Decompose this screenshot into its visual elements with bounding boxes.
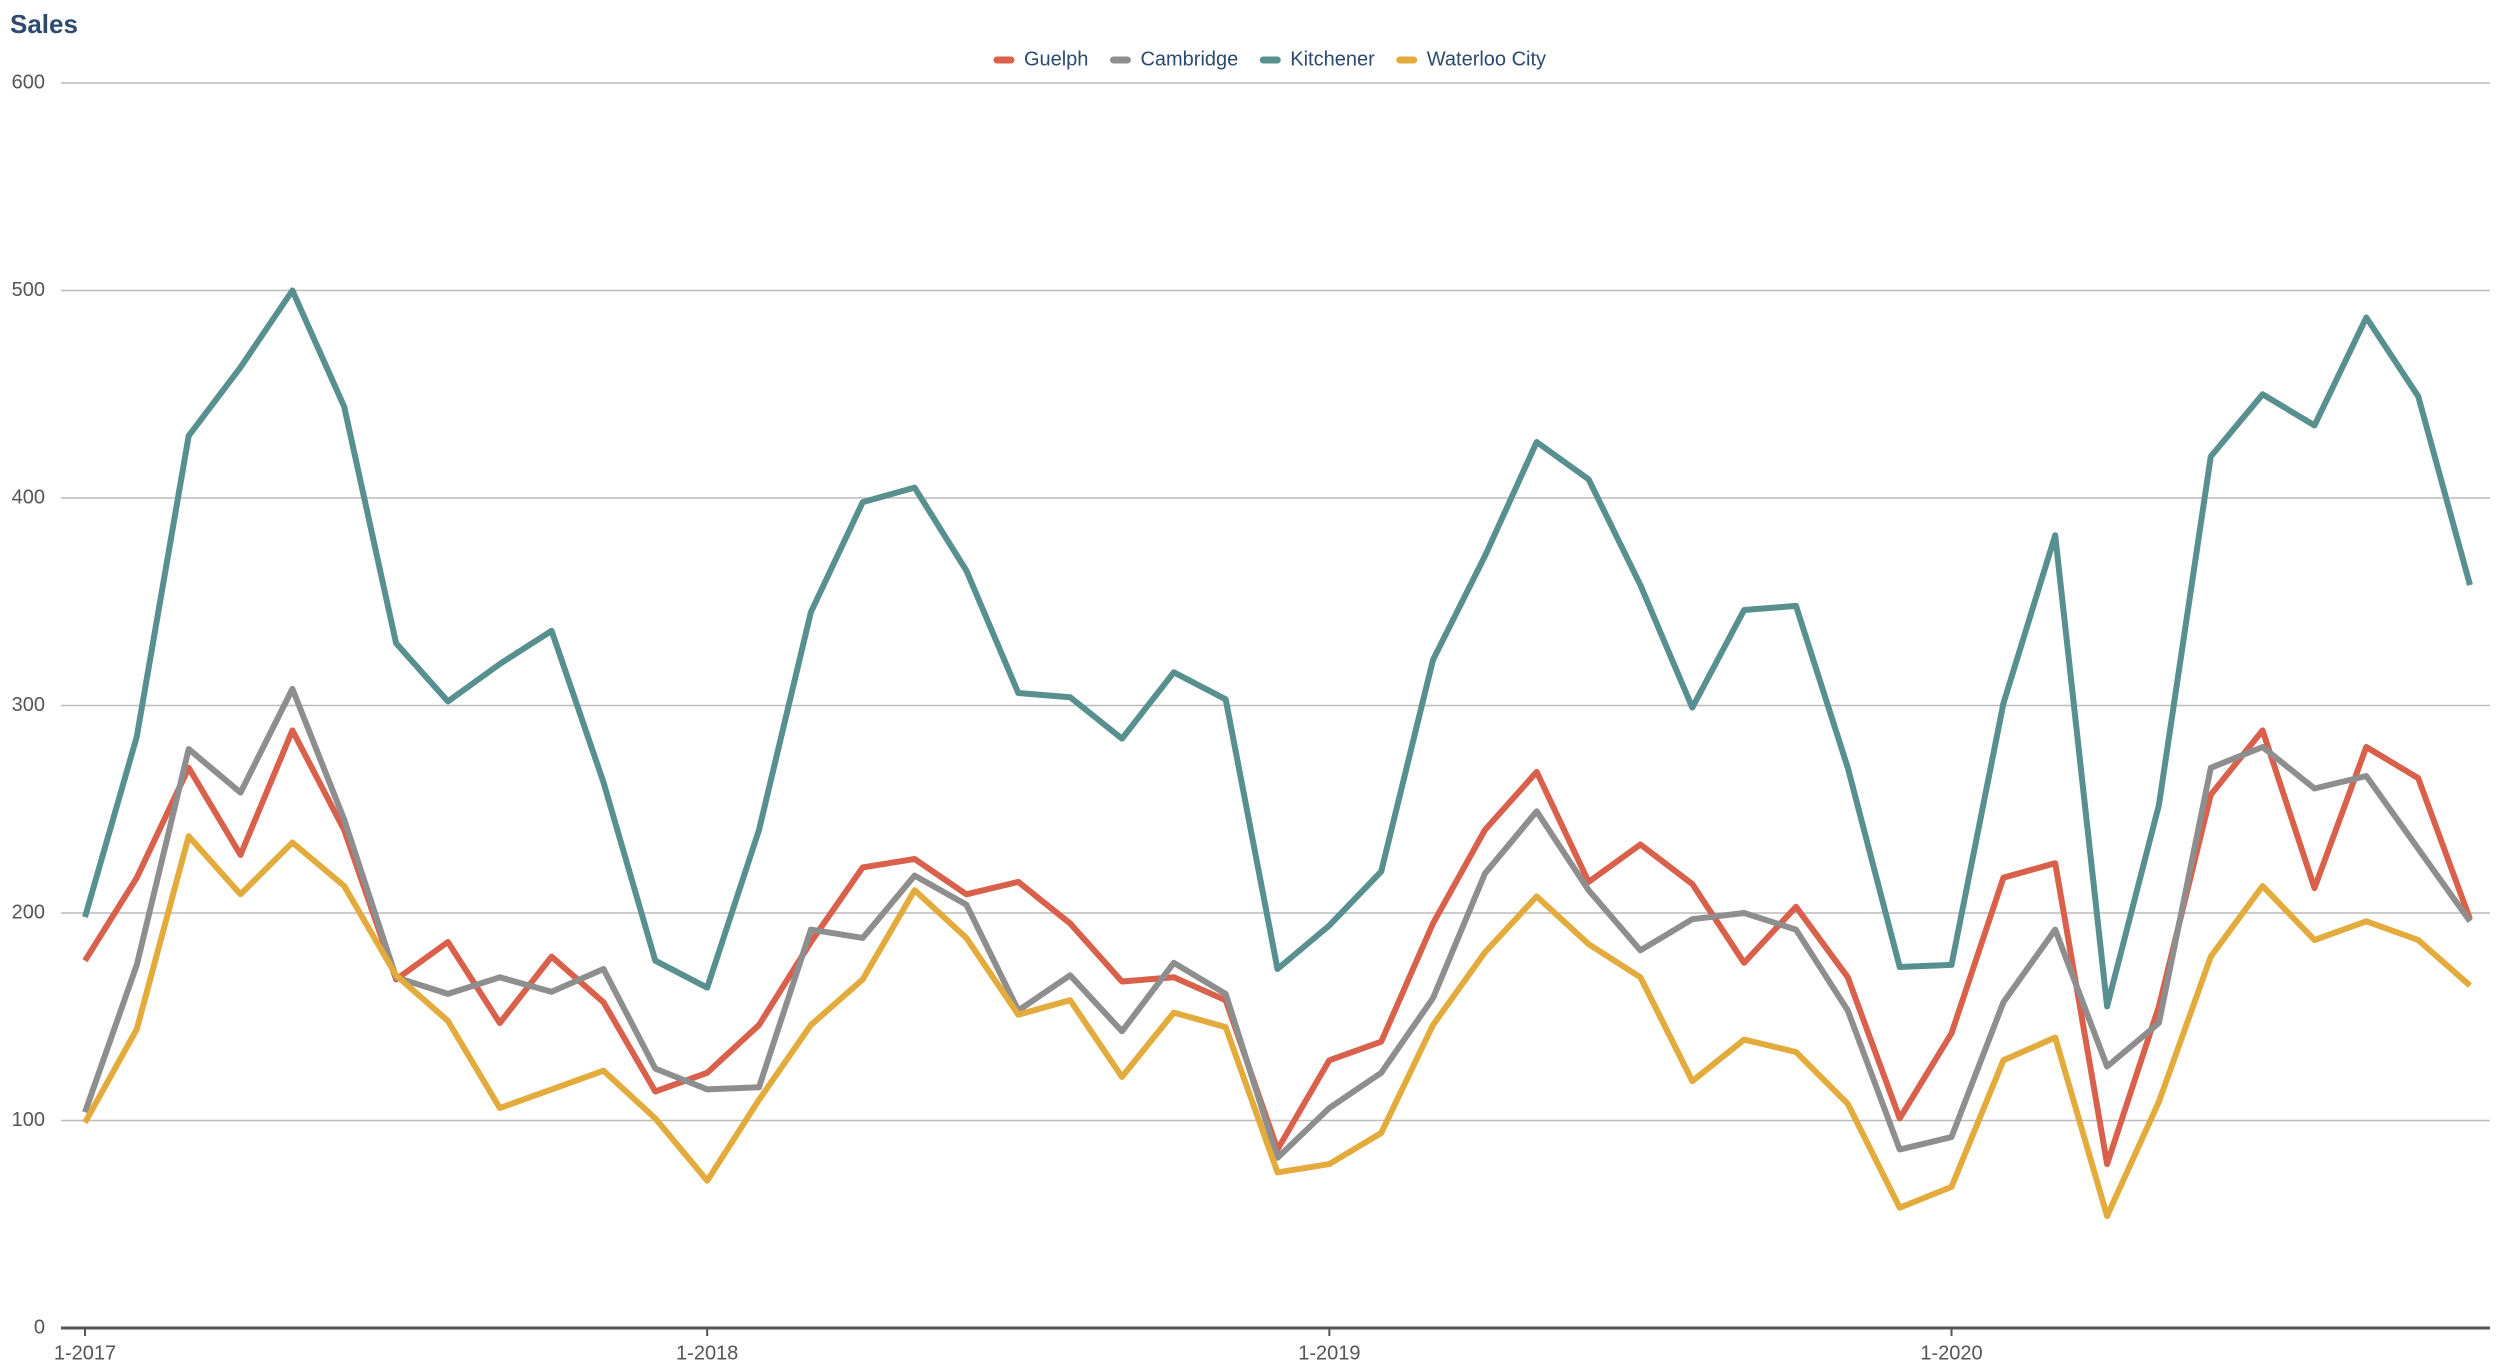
y-tick-label: 600 bbox=[12, 71, 45, 93]
legend-label: Guelph bbox=[1024, 48, 1089, 70]
line-series bbox=[82, 727, 2473, 1168]
line-series bbox=[82, 287, 2473, 1010]
y-tick-label: 0 bbox=[34, 1316, 45, 1338]
x-tick-label: 1-2018 bbox=[676, 1342, 738, 1364]
legend-label: Waterloo City bbox=[1427, 48, 1546, 70]
y-tick-label: 500 bbox=[12, 279, 45, 301]
line-series bbox=[82, 833, 2472, 1219]
legend-label: Kitchener bbox=[1290, 48, 1375, 70]
line-series bbox=[82, 685, 2473, 1161]
y-tick-label: 100 bbox=[12, 1109, 45, 1131]
y-tick-label: 300 bbox=[12, 694, 45, 716]
x-tick-label: 1-2017 bbox=[54, 1342, 116, 1364]
x-tick-label: 1-2019 bbox=[1298, 1342, 1360, 1364]
legend-label: Cambridge bbox=[1140, 48, 1238, 70]
chart-title: Sales bbox=[10, 9, 78, 39]
y-tick-label: 200 bbox=[12, 901, 45, 923]
x-tick-label: 1-2020 bbox=[1920, 1342, 1982, 1364]
y-tick-label: 400 bbox=[12, 486, 45, 508]
